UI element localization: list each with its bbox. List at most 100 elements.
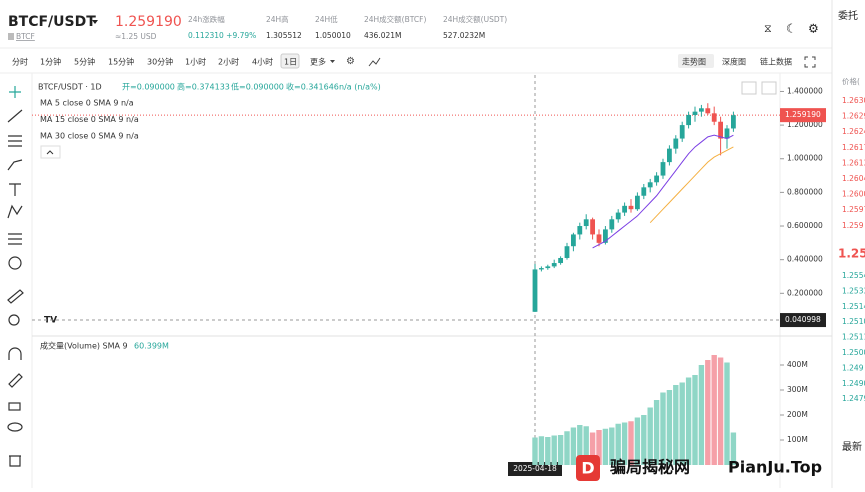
ask-price: 1.2630 [842,96,865,105]
candle-body [692,111,698,116]
candle-body [564,246,570,258]
interval[interactable]: 1小时 [185,57,206,67]
candle-body [609,219,615,230]
eye-tool[interactable] [7,422,23,432]
bid-price: 1.249 [842,363,864,372]
interval[interactable]: 2小时 [218,57,239,67]
candle-body [679,125,685,139]
fullscreen-icon[interactable] [804,56,816,68]
candle-body [718,121,723,139]
chart-title: BTCF/USDT · 1D [38,83,102,92]
bid-price: 1.2500 [842,348,865,357]
pair[interactable]: BTCF/USDT [8,14,96,30]
stat-value: 1.050010 [315,31,351,40]
trash-tool[interactable] [9,455,21,467]
last-price: 1.259190 [785,110,821,119]
order-book-header: 价格( [842,76,860,86]
ask-price: 1.2597 [842,205,865,214]
ohlc-value: 收=0.341646 [286,82,339,92]
watermark: PianJu.Top [728,458,822,477]
icon[interactable]: ☾ [786,22,797,36]
bid-price: 1.2514 [842,302,865,311]
magnet-tool[interactable] [8,347,22,360]
view-tab[interactable]: 链上数据 [760,57,792,67]
candle-body [596,234,602,243]
candle-body [660,162,666,176]
interval[interactable]: 分时 [12,57,28,67]
candle-body [667,148,672,163]
view-tab[interactable]: 走势图 [682,57,706,67]
crosshair-tool[interactable] [9,86,21,98]
ask-price: 1.2629 [842,112,865,121]
crosshair-date-box [508,462,562,476]
candle-body [647,182,653,188]
ask-price: 1.2617 [842,143,865,152]
interval[interactable]: 1日 [284,58,297,67]
icon[interactable]: ⧖ [764,22,772,35]
interval-selected [280,53,300,69]
ruler-tool[interactable] [7,289,24,304]
settings-icon[interactable]: ⚙ [346,56,355,67]
y-tick-label: 1.000000 [787,154,823,163]
crosshair-price-box [780,313,826,328]
stat-value: 436.021M [364,31,402,40]
candle-body [532,269,538,312]
y-tick-label: 1.200000 [787,120,823,129]
stat-label: 24H成交额(BTCF) [364,14,426,24]
ask-price: 1.2600 [842,190,865,199]
ohlc-value: 高=0.374133 [177,82,230,92]
y-tick-label: 0.600000 [787,221,823,230]
emoji-tool[interactable] [8,256,22,270]
candle-body [635,195,640,210]
icon[interactable]: ⚙ [808,22,819,36]
candle-body [711,113,717,122]
bid-price: 1.2533 [842,286,865,295]
view-tab[interactable]: 深度图 [722,57,746,67]
stat-value: 0.112310 +9.79% [188,31,256,40]
pattern-tool[interactable] [7,204,23,219]
interval[interactable]: 1分钟 [40,57,61,67]
candle-body [705,108,711,114]
candle-body [615,212,621,220]
order-book-mid: 1.25 [838,247,865,261]
interval[interactable]: 更多 [310,57,326,67]
button[interactable] [741,81,757,95]
y-tick-label: 0.800000 [787,187,823,196]
stat-label: 24H高 [266,14,289,24]
candle-body [539,268,544,270]
indicator-legend: MA 5 close 0 SMA 9 n/a [40,99,134,108]
measure-tool[interactable] [8,233,22,245]
brush-tool[interactable] [7,159,23,171]
candle-body [590,219,595,235]
dropdown-icon [330,60,335,63]
interval[interactable]: 15分钟 [108,57,134,67]
interval[interactable]: 5分钟 [74,57,95,67]
interval[interactable]: 4小时 [252,57,273,67]
lock-tool[interactable] [8,402,21,411]
dropdown-icon[interactable] [92,20,98,24]
candle-body [603,229,608,243]
watermark-logo-letter: D [581,459,594,478]
candle-body [571,234,576,247]
y2-tick-label: 300M [787,385,808,394]
y-tick-label: 0.200000 [787,288,823,297]
fib-tool[interactable] [8,135,22,147]
interval[interactable]: 30分钟 [147,57,173,67]
button[interactable] [761,81,777,95]
zoom-tool[interactable] [8,314,20,326]
candle-body [641,187,647,196]
watermark-logo [576,455,600,481]
line-tool[interactable] [7,109,23,123]
tag[interactable]: BTCF [16,32,35,41]
crosshair-price: 0.040998 [785,315,821,324]
ohlc-value: 低=0.090000 [231,82,284,92]
indicator-icon[interactable] [368,57,381,67]
volume-sma: 60.399M [134,342,169,351]
candle-body [551,263,557,267]
lock-draw-tool[interactable] [8,373,23,388]
text-tool[interactable] [9,183,21,196]
usd-price: ≈1.25 USD [115,32,157,41]
y2-tick-label: 100M [787,435,808,444]
candle-body [545,266,551,269]
